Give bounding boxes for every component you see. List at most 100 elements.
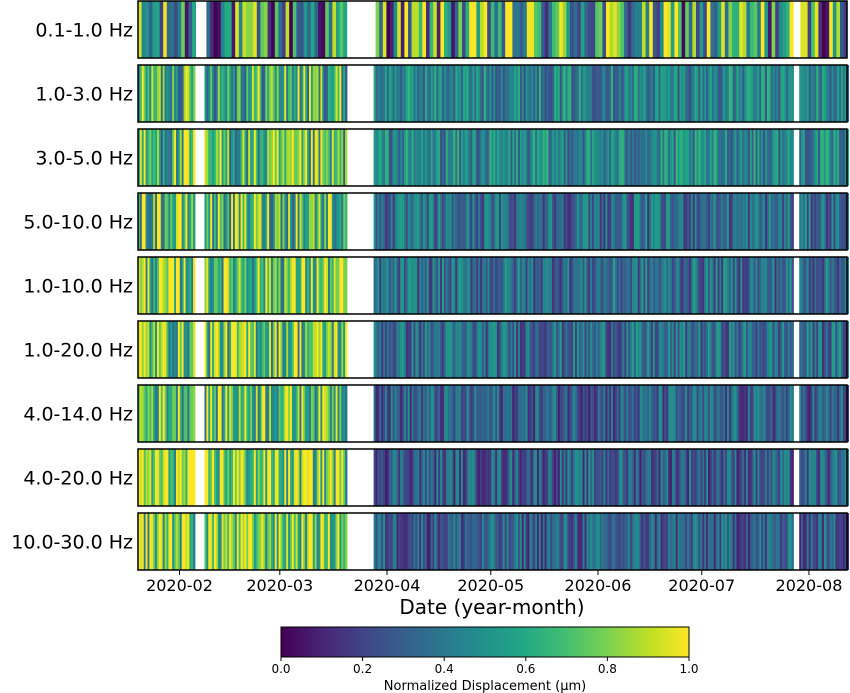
heatmap-cell <box>487 513 490 570</box>
panel-frame <box>137 128 848 187</box>
heatmap-cell <box>649 257 652 314</box>
heatmap-cell <box>635 193 639 250</box>
heatmap-cell <box>284 129 287 186</box>
heatmap-cell <box>271 321 274 378</box>
heatmap-cell <box>388 321 392 378</box>
heatmap-cell <box>405 257 409 314</box>
heatmap-cell <box>464 449 468 506</box>
heatmap-cell <box>398 321 401 378</box>
heatmap-cell <box>835 513 838 570</box>
heatmap-cell <box>157 321 160 378</box>
heatmap-cell <box>390 1 394 58</box>
heatmap-cell <box>709 65 713 122</box>
heatmap-cell <box>423 513 426 570</box>
heatmap-cell <box>531 193 534 250</box>
heatmap-cell <box>337 385 340 442</box>
heatmap-cell <box>652 65 656 122</box>
heatmap-cell <box>381 321 384 378</box>
heatmap-cell <box>404 385 407 442</box>
heatmap-cell <box>227 321 230 378</box>
heatmap-cell <box>500 449 504 506</box>
heatmap-cell <box>491 193 494 250</box>
heatmap-cell <box>820 193 823 250</box>
heatmap-cell <box>261 513 264 570</box>
heatmap-row: 1.0-3.0 Hz <box>35 64 849 123</box>
heatmap-cell <box>432 65 435 122</box>
heatmap-cell <box>525 193 528 250</box>
heatmap-cell <box>709 321 713 378</box>
heatmap-cell <box>164 193 167 250</box>
heatmap-cell <box>755 257 758 314</box>
heatmap-cell <box>157 385 160 442</box>
heatmap-cell <box>571 193 574 250</box>
heatmap-cell <box>472 193 475 250</box>
heatmap-cell <box>533 129 536 186</box>
heatmap-cell <box>822 129 825 186</box>
heatmap-cell <box>443 129 447 186</box>
heatmap-cell <box>461 385 464 442</box>
heatmap-cell <box>763 257 766 314</box>
heatmap-cell <box>500 321 504 378</box>
heatmap-cell <box>407 449 411 506</box>
heatmap-cell <box>683 257 686 314</box>
heatmap-cell <box>607 193 610 250</box>
heatmap-cell <box>723 65 726 122</box>
heatmap-cell <box>510 129 513 186</box>
heatmap-cell <box>472 1 477 58</box>
heatmap-cell <box>485 193 488 250</box>
heatmap-cell <box>385 257 388 314</box>
heatmap-cell <box>483 321 487 378</box>
heatmap-cell <box>210 129 213 186</box>
heatmap-cell <box>225 385 228 442</box>
heatmap-cell <box>379 1 384 58</box>
heatmap-cell <box>808 449 811 506</box>
heatmap-cell <box>552 513 555 570</box>
heatmap-cell <box>734 321 737 378</box>
heatmap-cell <box>303 1 308 58</box>
heatmap-cell <box>217 321 221 378</box>
heatmap-cell <box>193 385 196 442</box>
heatmap-cell <box>839 65 842 122</box>
heatmap-cell <box>286 65 289 122</box>
heatmap-cell <box>654 513 658 570</box>
heatmap-cell <box>259 513 262 570</box>
heatmap-cell <box>295 129 298 186</box>
heatmap-cell <box>711 449 715 506</box>
heatmap-cell <box>614 129 618 186</box>
heatmap-cell <box>407 129 411 186</box>
heatmap-cell <box>747 449 751 506</box>
heatmap-cell <box>837 449 840 506</box>
heatmap-cell <box>261 449 264 506</box>
heatmap-cell <box>468 321 471 378</box>
heatmap-cell <box>755 513 758 570</box>
heatmap-cell <box>689 129 692 186</box>
heatmap-cell <box>804 449 808 506</box>
heatmap-cell <box>269 449 272 506</box>
heatmap-cell <box>480 385 483 442</box>
heatmap-cell <box>297 513 300 570</box>
heatmap-cell <box>282 257 285 314</box>
heatmap-cell <box>595 65 599 122</box>
heatmap-cell <box>601 385 604 442</box>
heatmap-cell <box>381 65 384 122</box>
heatmap-cell <box>337 513 340 570</box>
heatmap-cell <box>282 385 285 442</box>
heatmap-cell <box>457 65 460 122</box>
heatmap-cell <box>624 65 627 122</box>
heatmap-cell <box>257 65 260 122</box>
heatmap-cell <box>641 129 644 186</box>
heatmap-cell <box>634 1 639 58</box>
heatmap-cell <box>290 193 293 250</box>
heatmap-cell <box>713 449 716 506</box>
heatmap-cell <box>833 65 836 122</box>
heatmap-cell <box>234 321 238 378</box>
heatmap-cell <box>690 129 694 186</box>
heatmap-cell <box>624 321 627 378</box>
heatmap-cell <box>261 321 264 378</box>
heatmap-cell <box>487 321 490 378</box>
heatmap-cell <box>491 129 494 186</box>
heatmap-cell <box>417 321 420 378</box>
heatmap-cell <box>170 129 173 186</box>
heatmap-cell <box>299 193 302 250</box>
heatmap-cell <box>721 449 724 506</box>
